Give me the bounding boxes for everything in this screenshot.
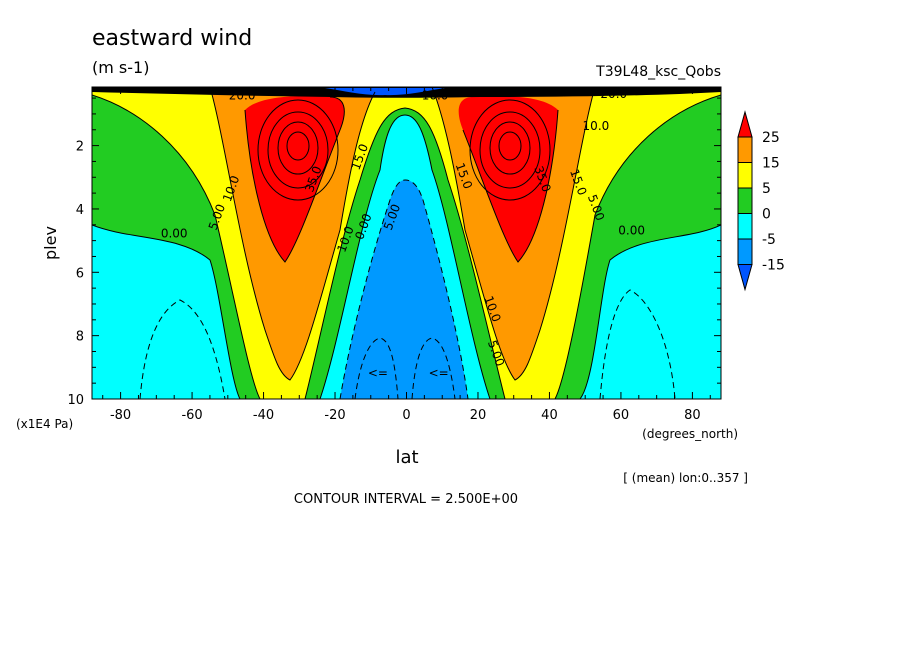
contour-label: 20.0 [229, 89, 256, 103]
contour-label: <= [429, 366, 449, 380]
colorbar-arrow-bottom [737, 264, 753, 292]
x-tick-label: 20 [470, 408, 487, 423]
chart-units: (m s-1) [92, 58, 149, 77]
colorbar: 25 15 5 0 -5 -15 [737, 110, 785, 292]
y-tick-label: 4 [76, 203, 84, 218]
colorbar-label: -15 [762, 258, 785, 274]
colorbar-swatch [737, 213, 753, 240]
contour-label: 10.0 [422, 89, 449, 103]
chart-title: eastward wind [92, 26, 252, 51]
plot-area: 20.035.015.010.05.000.00 10.00.00 5.0010.0… [92, 87, 721, 399]
y-axis-unit: (x1E4 Pa) [16, 417, 73, 431]
y-axis: 2 4 6 8 10 [67, 97, 721, 408]
colorbar-label: 5 [762, 181, 771, 197]
top-cells [325, 88, 445, 96]
contour-label: <= [368, 366, 388, 380]
x-tick-label: -60 [181, 408, 202, 423]
y-tick-label: 2 [76, 140, 84, 155]
colorbar-swatch [737, 162, 753, 189]
contour-label: 0.00 [161, 226, 188, 240]
x-axis: -80 -60 -40 -20 0 20 40 60 80 [102, 87, 711, 423]
colorbar-label: 15 [762, 156, 780, 172]
contour-label: 0.00 [618, 223, 645, 237]
y-axis-label: plev [41, 226, 60, 260]
contour-label: 10.0 [583, 119, 610, 133]
y-tick-label: 6 [76, 266, 84, 281]
x-axis-label: lat [395, 447, 418, 468]
y-tick-label: 8 [76, 330, 84, 345]
colorbar-label: 25 [762, 130, 780, 146]
averaging-note: [ (mean) lon:0..357 ] [623, 471, 748, 485]
dashed-contours [139, 179, 676, 399]
x-tick-label: 40 [541, 408, 558, 423]
colorbar-label: -5 [762, 232, 776, 248]
colorbar-swatch [737, 136, 753, 163]
contour-label: 20.0 [600, 87, 627, 101]
x-tick-label: -20 [324, 408, 345, 423]
colorbar-swatch [737, 187, 753, 214]
x-tick-label: 60 [613, 408, 630, 423]
colorbar-label: 0 [762, 207, 771, 223]
colorbar-arrow-top [737, 110, 753, 138]
x-tick-label: 0 [402, 408, 410, 423]
x-tick-label: 80 [684, 408, 701, 423]
colorbar-swatch [737, 238, 753, 265]
band-blue-equator [340, 180, 468, 399]
x-tick-label: -40 [253, 408, 274, 423]
x-axis-unit: (degrees_north) [642, 427, 738, 441]
x-tick-label: -80 [110, 408, 131, 423]
experiment-label: T39L48_ksc_Qobs [595, 64, 721, 80]
contour-interval: CONTOUR INTERVAL = 2.500E+00 [294, 492, 518, 507]
y-tick-label: 10 [67, 393, 84, 408]
jet-core-north [458, 96, 558, 262]
contour-lines [92, 87, 721, 399]
